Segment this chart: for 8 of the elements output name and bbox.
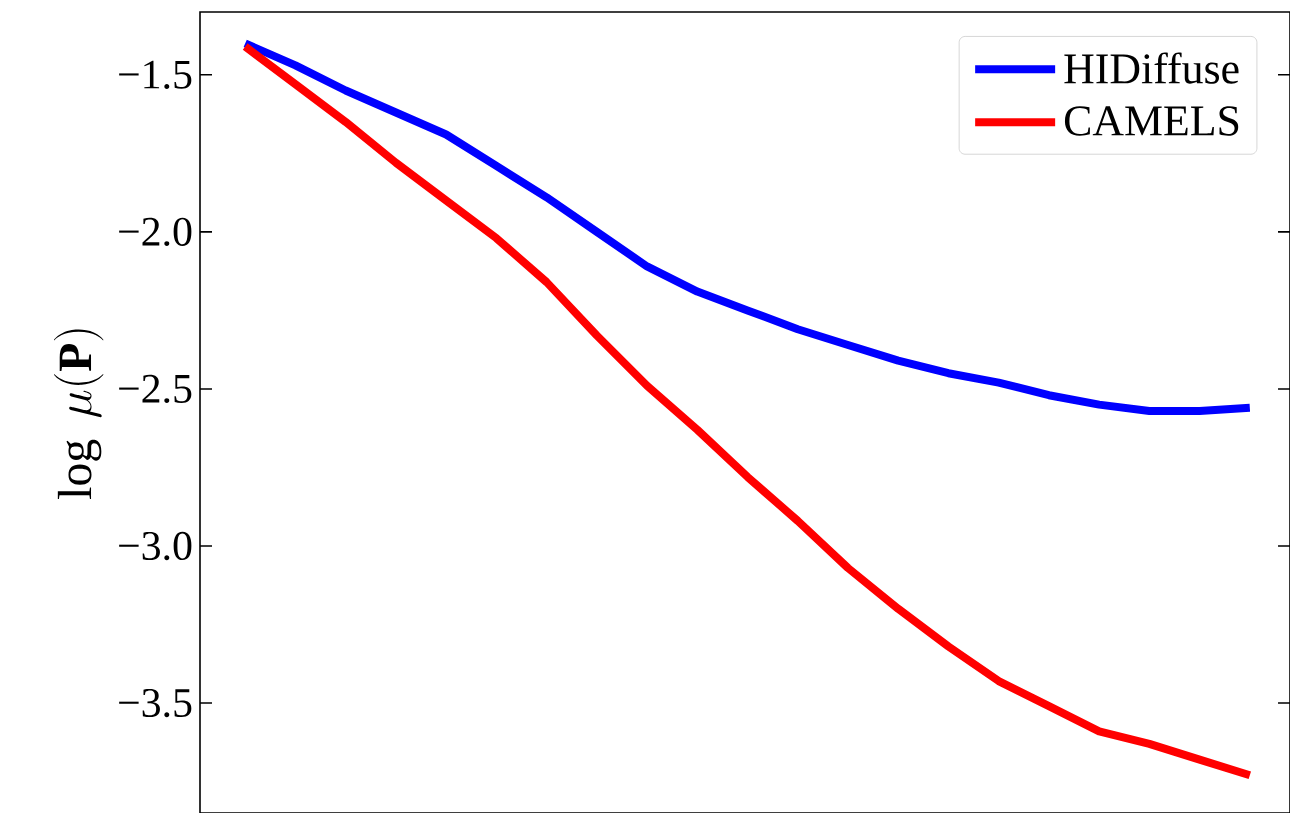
legend-label: CAMELS xyxy=(1064,106,1239,136)
y-tick-label: −3.0 xyxy=(119,531,192,561)
y-tick-label: −2.5 xyxy=(119,374,192,404)
y-tick-label: −1.5 xyxy=(119,60,192,89)
y-tick-label: −2.0 xyxy=(119,217,192,247)
y-tick-label: −3.5 xyxy=(119,688,192,718)
y-axis-title: $\log\ \mu(\mathbf{P})$ xyxy=(53,329,104,499)
legend-label: HIDiffuse xyxy=(1064,52,1239,84)
